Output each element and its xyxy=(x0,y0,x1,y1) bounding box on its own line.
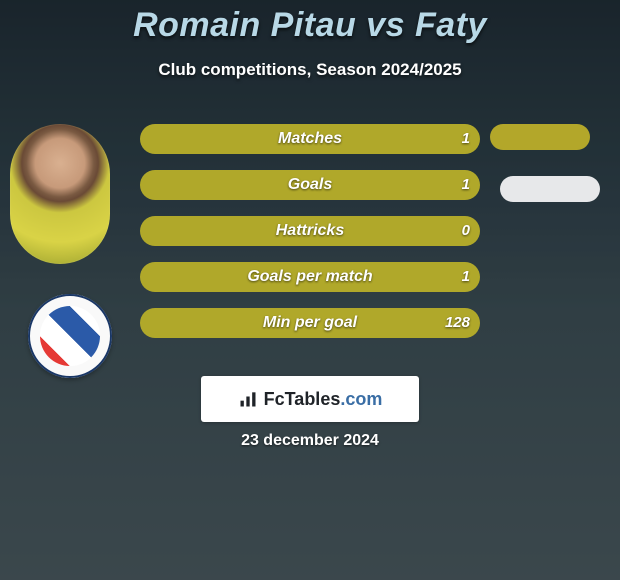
stat-bar-fill xyxy=(140,216,480,246)
infographic-date: 23 december 2024 xyxy=(0,432,620,450)
brand-label: FcTables xyxy=(264,389,341,409)
stat-bar: Matches1 xyxy=(140,124,480,154)
player-photo xyxy=(10,124,110,264)
brand-text: FcTables.com xyxy=(264,389,383,410)
stat-bar-fill xyxy=(140,124,480,154)
stat-bar-fill xyxy=(140,308,480,338)
club-logo-inner xyxy=(40,306,100,366)
stat-bar: Min per goal128 xyxy=(140,308,480,338)
page-title: Romain Pitau vs Faty xyxy=(0,6,620,45)
brand-domain: .com xyxy=(340,389,382,409)
stat-bar: Goals per match1 xyxy=(140,262,480,292)
stat-bar-fill xyxy=(140,262,480,292)
club-logo xyxy=(28,294,112,378)
compare-pill-1 xyxy=(490,124,590,150)
stat-bar-fill xyxy=(140,170,480,200)
bars-icon xyxy=(238,389,258,409)
page-subtitle: Club competitions, Season 2024/2025 xyxy=(0,60,620,80)
compare-pill-2 xyxy=(500,176,600,202)
stats-bars: Matches1 Goals1 Hattricks0 Goals per match1… xyxy=(140,124,480,354)
brand-box: FcTables.com xyxy=(201,376,419,422)
stat-bar: Hattricks0 xyxy=(140,216,480,246)
stat-bar: Goals1 xyxy=(140,170,480,200)
infographic-canvas: Romain Pitau vs Faty Club competitions, … xyxy=(0,0,620,580)
